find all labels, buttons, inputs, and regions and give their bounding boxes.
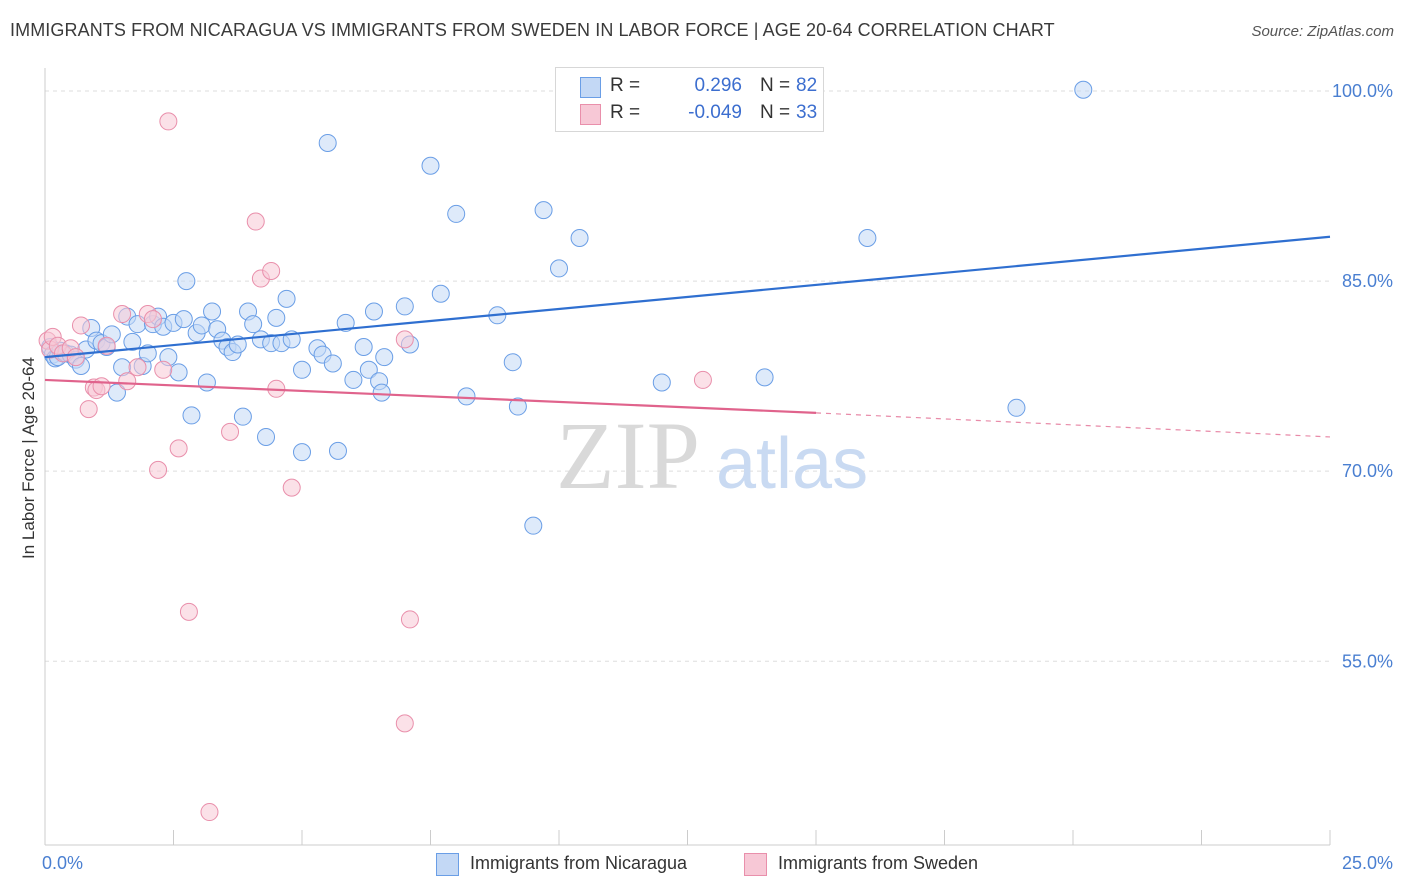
nicaragua-point <box>233 407 252 426</box>
nicaragua-point <box>293 360 311 379</box>
sweden-point <box>79 400 98 419</box>
nicaragua-point <box>364 302 383 321</box>
nicaragua-point <box>203 302 222 321</box>
sweden-point <box>246 212 265 231</box>
sweden-point <box>395 714 414 733</box>
nicaragua-point <box>318 133 337 152</box>
nicaragua-point <box>169 363 188 382</box>
legend-n-value: 33 <box>796 102 818 123</box>
sweden-point <box>113 305 132 324</box>
sweden-point <box>282 478 301 497</box>
nicaragua-point <box>858 229 877 248</box>
watermark: ZIP atlas <box>556 402 868 509</box>
sweden-trend-line-extension <box>815 412 1331 438</box>
legend-n-label: N = <box>760 75 791 96</box>
legend-n-value: 82 <box>796 75 818 96</box>
sweden-point <box>143 310 162 329</box>
nicaragua-point <box>755 368 774 387</box>
sweden-point <box>221 422 240 441</box>
trend-lines <box>44 235 1331 438</box>
y-tick-label: 55.0% <box>1342 651 1393 671</box>
nicaragua-point <box>138 344 157 363</box>
nicaragua-point <box>534 201 553 220</box>
sweden-point <box>154 360 173 379</box>
sweden-point <box>149 460 168 479</box>
legend-r-value: 0.296 <box>694 75 742 96</box>
nicaragua-point <box>508 397 527 416</box>
watermark-zip: ZIP <box>556 402 700 509</box>
y-tick-label: 100.0% <box>1332 81 1393 101</box>
sweden-point <box>66 348 85 367</box>
nicaragua-point <box>524 516 543 535</box>
sweden-point <box>71 316 90 335</box>
nicaragua-point <box>447 204 466 223</box>
sweden-point <box>92 377 111 396</box>
sweden-point <box>128 358 147 377</box>
sweden-trend-line <box>44 378 817 414</box>
nicaragua-trend-line <box>44 235 1331 359</box>
bottom-legend-swatch-sweden <box>744 853 767 876</box>
nicaragua-point <box>192 316 211 335</box>
nicaragua-point <box>177 272 196 291</box>
nicaragua-point <box>344 370 363 389</box>
nicaragua-point <box>354 337 373 356</box>
data-points <box>38 80 1093 822</box>
nicaragua-point <box>431 284 450 303</box>
nicaragua-point <box>328 441 347 460</box>
nicaragua-point <box>503 353 522 372</box>
nicaragua-point <box>293 443 311 462</box>
nicaragua-point <box>182 406 201 425</box>
nicaragua-point <box>550 259 568 278</box>
nicaragua-point <box>123 332 142 351</box>
nicaragua-point <box>244 315 263 334</box>
nicaragua-point <box>267 308 286 327</box>
legend-n-label: N = <box>760 102 791 123</box>
bottom-legend-label-sweden: Immigrants from Sweden <box>778 853 979 873</box>
chart-source: Source: ZipAtlas.com <box>1251 23 1394 40</box>
sweden-point <box>118 372 137 391</box>
sweden-point <box>200 803 219 822</box>
nicaragua-point <box>652 373 671 392</box>
y-tick-label: 85.0% <box>1342 271 1393 291</box>
legend-r-label: R = <box>610 75 641 96</box>
nicaragua-point <box>197 373 216 392</box>
sweden-point <box>262 261 281 280</box>
chart-title: IMMIGRANTS FROM NICARAGUA VS IMMIGRANTS … <box>10 20 1055 40</box>
axes <box>44 68 1331 846</box>
nicaragua-point <box>359 360 378 379</box>
legend-r-value: -0.049 <box>688 102 742 123</box>
x-tick-label: 25.0% <box>1342 853 1393 873</box>
sweden-point <box>400 610 419 629</box>
nicaragua-point <box>323 354 342 373</box>
x-tick-label: 0.0% <box>42 853 83 873</box>
nicaragua-point <box>277 289 296 308</box>
nicaragua-point <box>1007 398 1026 417</box>
nicaragua-point <box>457 387 476 406</box>
nicaragua-point <box>372 383 391 402</box>
y-tick-label: 70.0% <box>1342 461 1393 481</box>
sweden-point <box>693 370 712 389</box>
nicaragua-point <box>1074 80 1093 99</box>
nicaragua-point <box>395 297 414 316</box>
sweden-point <box>179 602 198 621</box>
nicaragua-point <box>257 427 276 446</box>
nicaragua-point <box>421 156 440 175</box>
legend-swatch-nicaragua <box>580 77 601 98</box>
nicaragua-point <box>570 229 589 248</box>
sweden-point <box>395 330 414 349</box>
legend-swatch-sweden <box>580 104 601 125</box>
nicaragua-point <box>336 313 355 332</box>
bottom-legend-label-nicaragua: Immigrants from Nicaragua <box>470 853 688 873</box>
nicaragua-point <box>174 310 193 329</box>
bottom-legend-swatch-nicaragua <box>436 853 459 876</box>
watermark-atlas: atlas <box>716 424 868 504</box>
sweden-point <box>169 439 188 458</box>
nicaragua-point <box>375 348 394 367</box>
tick-labels: 55.0% 70.0% 85.0% 100.0% 0.0% 25.0% <box>42 81 1393 873</box>
stats-legend: R = 0.296 N = 82 R = -0.049 N = 33 <box>555 67 824 132</box>
sweden-point <box>159 112 178 131</box>
legend-r-label: R = <box>610 102 641 123</box>
gridlines <box>45 90 1330 662</box>
